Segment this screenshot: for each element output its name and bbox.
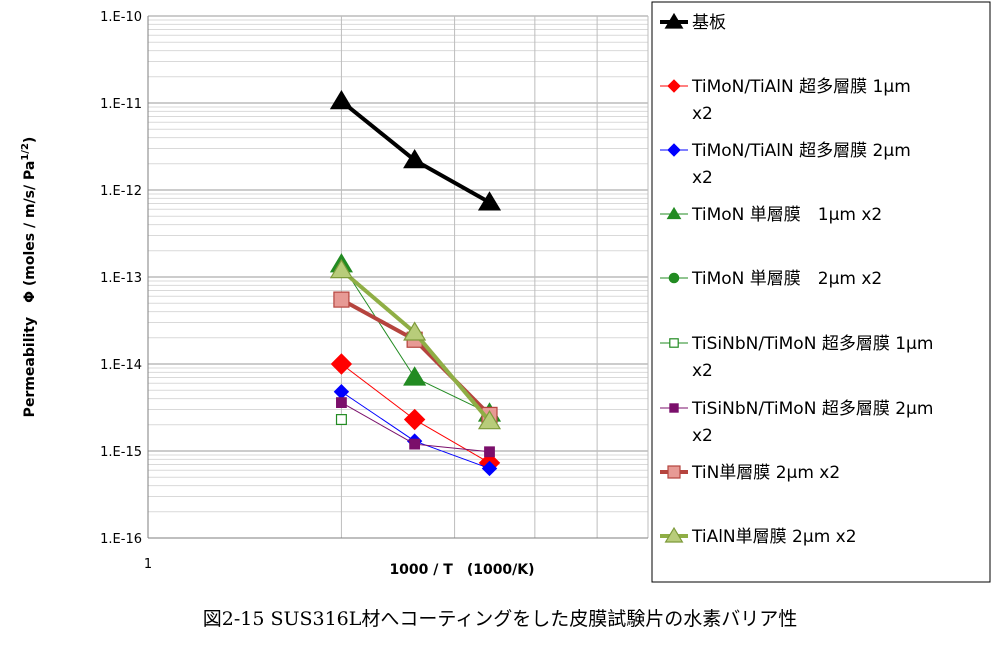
- data-point: [403, 321, 427, 341]
- y-tick-label: 1.E-10: [100, 10, 142, 25]
- legend-label-line2: x2: [692, 426, 713, 446]
- legend-swatch-marker: [668, 272, 680, 284]
- y-axis-title-sup: 1/2: [20, 143, 31, 161]
- y-axis-title: Permeability Φ (moles / m/s/ Pa1/2): [20, 137, 38, 418]
- legend-item: TiMoN 単層膜 1μm x2: [660, 205, 882, 225]
- legend-label: TiMoN/TiAlN 超多層膜 2μm: [691, 141, 911, 161]
- data-point: [477, 410, 502, 430]
- data-point: [403, 366, 427, 386]
- series-layer: [329, 89, 502, 477]
- legend-label: TiN単層膜 2μm x2: [691, 463, 840, 483]
- legend-item: TiMoN/TiAlN 超多層膜 1μm x2: [660, 77, 911, 124]
- series-0: [329, 89, 502, 211]
- y-tick-label: 1.E-15: [100, 445, 142, 460]
- series-6: [336, 397, 495, 458]
- legend-label: TiSiNbN/TiMoN 超多層膜 2μm: [691, 399, 933, 419]
- legend-label: TiSiNbN/TiMoN 超多層膜 1μm: [691, 334, 933, 354]
- legend-swatch-marker: [667, 79, 681, 93]
- y-tick-label: 1.E-13: [100, 271, 142, 286]
- legend-label-line2: x2: [692, 104, 713, 124]
- legend-item: TiAlN単層膜 2μm x2: [660, 526, 857, 547]
- y-tick-label: 1.E-11: [100, 97, 142, 112]
- data-point: [333, 291, 350, 308]
- data-point: [330, 353, 353, 375]
- data-point: [403, 408, 426, 431]
- data-point: [336, 397, 347, 409]
- legend-label-line2: x2: [692, 361, 713, 381]
- legend-label: 基板: [692, 13, 726, 33]
- data-point: [329, 258, 353, 279]
- legend-swatch-marker: [664, 12, 684, 29]
- data-point: [333, 384, 350, 400]
- legend-label: TiMoN/TiAlN 超多層膜 1μm: [691, 77, 911, 97]
- legend-swatch-marker: [669, 338, 679, 348]
- data-point: [329, 89, 353, 110]
- legend-swatch-marker: [664, 526, 684, 543]
- legend-swatch-marker: [666, 206, 682, 220]
- data-point: [335, 414, 347, 426]
- axes: [147, 16, 648, 539]
- y-axis-title-close: ): [22, 137, 38, 143]
- y-tick-label: 1.E-16: [100, 532, 142, 547]
- y-tick-label: 1.E-12: [100, 184, 142, 199]
- legend-swatch-marker: [669, 403, 679, 413]
- legend-item: 基板: [660, 12, 726, 33]
- tick-labels: 1.E-10 1.E-11 1.E-12 1.E-13 1.E-14 1.E-15 1.E-…: [100, 10, 152, 572]
- series-5: [335, 414, 347, 426]
- data-point: [409, 438, 421, 450]
- legend-item: TiMoN 単層膜 2μm x2: [660, 269, 882, 289]
- legend-label: TiMoN 単層膜 2μm x2: [691, 269, 882, 289]
- y-axis-title-main: Permeability Φ (moles / m/s/ Pa: [22, 161, 38, 418]
- x-axis-title: 1000 / T (1000/K): [389, 562, 534, 578]
- data-point: [477, 191, 502, 211]
- legend-item: TiSiNbN/TiMoN 超多層膜 1μm x2: [660, 334, 933, 381]
- legend-swatch-marker: [667, 465, 681, 479]
- chart: 1.E-10 1.E-11 1.E-12 1.E-13 1.E-14 1.E-15 1.E-…: [20, 1, 991, 583]
- grid: [148, 15, 649, 539]
- legend-item: TiSiNbN/TiMoN 超多層膜 2μm x2: [660, 399, 933, 446]
- figure-caption: 図2-15 SUS316L材へコーティングをした皮膜試験片の水素バリア性: [202, 608, 798, 630]
- legend-item: TiMoN/TiAlN 超多層膜 2μm x2: [660, 141, 911, 188]
- legend-item: TiN単層膜 2μm x2: [660, 463, 840, 483]
- data-point: [484, 446, 495, 458]
- legend-swatch-marker: [667, 143, 681, 157]
- series-8: [329, 258, 502, 430]
- legend-label: TiAlN単層膜 2μm x2: [691, 527, 857, 547]
- y-tick-label: 1.E-14: [100, 358, 142, 373]
- data-point: [481, 460, 498, 477]
- data-point: [403, 149, 427, 169]
- x-tick-label: 1: [144, 557, 152, 572]
- legend-label: TiMoN 単層膜 1μm x2: [691, 205, 882, 225]
- legend-box: [651, 1, 991, 583]
- legend-label-line2: x2: [692, 168, 713, 188]
